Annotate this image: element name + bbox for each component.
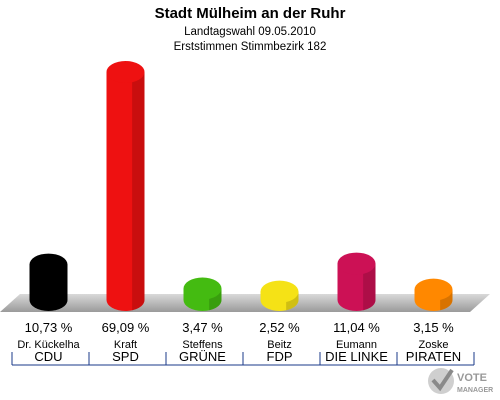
bar-top-cap bbox=[183, 277, 222, 300]
value-label: 11,04 % bbox=[333, 320, 380, 335]
candidate-label: Eumann bbox=[336, 339, 377, 351]
party-label: PIRATEN bbox=[406, 349, 461, 364]
value-label: 3,15 % bbox=[413, 320, 454, 335]
value-label: 69,09 % bbox=[102, 320, 150, 335]
logo-text-vote: VOTE bbox=[457, 372, 487, 384]
bar-top-cap bbox=[414, 278, 453, 301]
logo-check-icon bbox=[431, 368, 454, 392]
chart-subtitle: Landtagswahl 09.05.2010 bbox=[184, 26, 316, 38]
bar-top-cap bbox=[260, 280, 299, 303]
party-label: GRÜNE bbox=[179, 349, 226, 364]
bar-shade bbox=[55, 264, 68, 311]
bar-shade bbox=[363, 263, 376, 311]
value-label: 3,47 % bbox=[182, 320, 223, 335]
bars-group bbox=[29, 61, 453, 311]
party-label: CDU bbox=[34, 349, 62, 364]
bar-top-cap bbox=[337, 252, 376, 275]
bar-top-cap bbox=[106, 61, 145, 83]
candidate-label: Kraft bbox=[114, 339, 137, 351]
bar-top-cap bbox=[29, 253, 68, 276]
candidate-label: Dr. Kückelha bbox=[17, 339, 80, 351]
chart-title: Stadt Mülheim an der Ruhr bbox=[155, 5, 346, 22]
party-label: DIE LINKE bbox=[325, 349, 388, 364]
logo-text-manager: MANAGER bbox=[457, 387, 493, 394]
candidate-label: Steffens bbox=[182, 339, 223, 351]
candidate-label: Zoske bbox=[419, 339, 449, 351]
candidate-label: Beitz bbox=[267, 339, 291, 351]
value-label: 2,52 % bbox=[259, 320, 300, 335]
party-label: FDP bbox=[267, 349, 293, 364]
bar-shade bbox=[132, 72, 145, 311]
value-label: 10,73 % bbox=[25, 320, 73, 335]
chart-subtitle-2: Erststimmen Stimmbezirk 182 bbox=[174, 41, 327, 53]
votemanager-logo: VOTE MANAGER bbox=[428, 368, 493, 394]
party-label: SPD bbox=[112, 349, 139, 364]
